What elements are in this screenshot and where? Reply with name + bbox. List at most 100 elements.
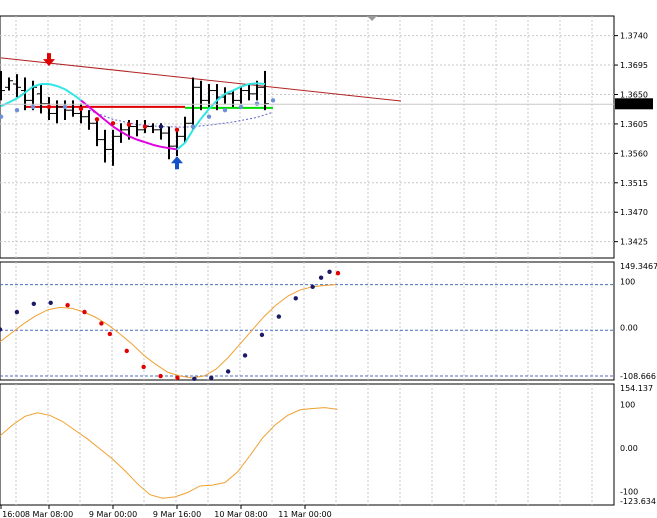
osc2-line — [0, 407, 338, 499]
osc1-dot — [0, 327, 3, 332]
time-tick-label: 9 Mar 00:00 — [89, 510, 137, 518]
oscillator-2-frame — [0, 383, 615, 506]
osc1-dot — [31, 301, 36, 306]
signal-dot — [222, 107, 228, 113]
signal-dot — [30, 104, 36, 110]
osc1-dot — [327, 269, 332, 274]
moving-average-segment — [176, 142, 186, 151]
trendline — [0, 57, 402, 102]
moving-average-segment — [64, 88, 74, 96]
signal-dot — [254, 101, 260, 106]
signal-dot — [46, 104, 52, 110]
signal-dot — [142, 124, 148, 129]
osc1-dot — [141, 364, 146, 370]
moving-average-segment — [72, 93, 82, 102]
osc1-dot — [48, 300, 53, 306]
sell-arrow-icon — [43, 53, 55, 67]
moving-average-segment — [112, 125, 122, 133]
moving-average-segment — [120, 130, 130, 138]
moving-average-segment — [200, 108, 210, 120]
osc2-tick-label: -100 — [620, 488, 638, 497]
current-price-box — [615, 98, 653, 110]
signal-dot — [158, 124, 164, 129]
price-panel-frame — [0, 15, 615, 259]
signal-dot — [190, 124, 196, 129]
price-tick-label: 1.3470 — [620, 208, 648, 217]
osc1-tick-label: 100 — [620, 278, 635, 287]
osc1-line — [0, 284, 337, 379]
price-tick-label: 1.3695 — [620, 61, 648, 70]
signal-dot — [110, 121, 116, 126]
moving-average-segment — [96, 112, 106, 121]
osc1-dot — [259, 332, 265, 338]
signal-dot — [174, 127, 180, 133]
time-tick-label: 8 Mar 08:00 — [25, 510, 73, 518]
moving-average-segment — [224, 89, 234, 95]
osc1-dot — [158, 373, 163, 379]
moving-average-segment — [184, 129, 194, 144]
moving-average-segment — [128, 135, 138, 141]
osc1-dot — [225, 369, 231, 374]
price-tick-label: 1.3515 — [620, 179, 648, 188]
moving-average-segment — [24, 85, 34, 94]
time-tick-label: 9 Mar 16:00 — [153, 510, 201, 518]
moving-average-segment — [232, 85, 242, 92]
moving-average-segment — [240, 83, 250, 88]
moving-average-segment — [8, 97, 18, 104]
time-tick-label: 11 Mar 00:00 — [278, 510, 331, 518]
signal-dot — [126, 122, 132, 127]
osc1-dot — [124, 348, 129, 354]
osc1-dot — [209, 375, 214, 381]
moving-average-segment — [160, 145, 170, 150]
osc1-dot — [175, 375, 180, 381]
moving-average-segment — [152, 143, 162, 148]
osc1-tick-label: 0.00 — [620, 323, 638, 332]
time-axis: 7 Mar 16:008 Mar 08:00 9 Mar 00:00 9 Mar 1… — [0, 505, 332, 518]
osc1-dot — [99, 321, 104, 326]
current-price-label: 1.3635 — [618, 100, 646, 109]
osc1-tick-label: -108.666 — [620, 372, 656, 381]
shift-marker-icon — [367, 16, 377, 21]
oscillator-panel-2: 154.137 100 0.00 -100-123.634 — [0, 383, 656, 506]
osc2-tick-label: -123.634 — [620, 497, 656, 506]
osc1-dot — [107, 331, 113, 337]
moving-average-segment — [168, 147, 178, 151]
moving-average-segment — [144, 141, 154, 146]
time-tick-label: 10 Mar 08:00 — [214, 510, 267, 518]
osc1-tick-label: 149.3467 — [620, 262, 657, 271]
signal-dot — [270, 98, 276, 103]
price-tick-label: 1.3605 — [620, 120, 648, 129]
moving-average-segment — [216, 93, 226, 102]
moving-average-segment — [32, 83, 42, 88]
signal-dot — [94, 117, 100, 122]
osc1-dot — [318, 275, 324, 280]
oscillator-1-frame — [0, 261, 615, 381]
osc1-dot — [293, 296, 298, 301]
price-chart-panel: 1.3740 1.3695 1.3650 1.3605 1.3560 1.3515 1.34… — [0, 15, 653, 259]
moving-average-segment — [248, 82, 258, 86]
signal-dot — [238, 104, 244, 110]
signal-dot — [78, 106, 84, 112]
osc2-tick-label: 154.137 — [620, 384, 653, 393]
moving-average-segment — [16, 91, 26, 100]
buy-arrow-icon — [171, 156, 183, 170]
osc1-dot — [335, 270, 341, 276]
oscillator-panel-1: 149.3467 100 0.00 -108.666 — [0, 261, 657, 381]
moving-average-segment — [88, 106, 98, 115]
envelope-line — [88, 109, 274, 128]
osc1-dot — [82, 309, 87, 315]
moving-average-segment — [256, 82, 266, 86]
osc1-dot — [310, 284, 315, 290]
osc1-dot — [192, 376, 197, 381]
moving-average-segment — [48, 83, 58, 87]
moving-average-segment — [104, 119, 114, 128]
moving-average-segment — [136, 138, 146, 144]
signal-dot — [62, 104, 68, 110]
signal-dot — [206, 114, 212, 119]
osc1-dot — [242, 353, 248, 358]
moving-average-segment — [56, 85, 66, 91]
osc1-dot — [65, 302, 70, 308]
moving-average-segment — [80, 99, 90, 108]
osc2-tick-label: 0.00 — [620, 444, 638, 453]
